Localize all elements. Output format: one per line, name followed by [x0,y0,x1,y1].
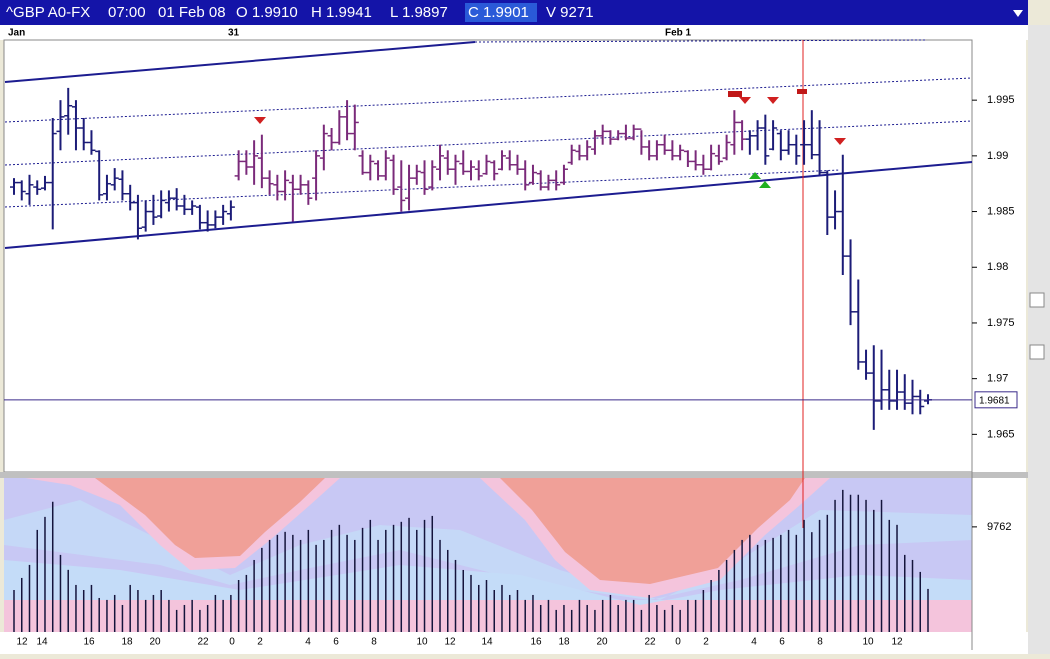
last-price-label: 1.9681 [979,395,1010,406]
date-label: Feb 1 [665,28,692,39]
x-tick-label: 8 [371,637,377,648]
x-tick-label: 8 [817,637,823,648]
y-tick-label: 1.995 [987,94,1015,106]
header-text: ^GBP A0-FX [6,4,90,21]
header-highlight [465,3,537,22]
band [95,478,325,558]
scroll-button[interactable] [1029,292,1045,308]
volume-axis [972,478,1026,632]
y-tick-label: 1.97 [987,373,1008,385]
x-tick-label: 2 [703,637,709,648]
header: ^GBP A0-FX 07:00 01 Feb 08 O 1.9910 H 1.9941… [6,3,594,22]
x-tick-label: 16 [530,637,542,648]
band [500,478,805,584]
header-text: O 1.9910 [236,4,298,21]
y-tick-label: 1.985 [987,205,1015,217]
date-strip [0,25,1028,40]
header-text: L 1.9897 [390,4,448,21]
price-panel [3,39,973,473]
splitter[interactable] [0,472,1028,478]
y-tick-label: 1.99 [987,150,1008,162]
x-tick-label: 22 [197,637,209,648]
band [4,600,972,632]
x-tick-label: 10 [862,637,874,648]
x-tick-label: 20 [596,637,608,648]
header-text: 01 Feb 08 [158,4,226,21]
x-tick-label: 6 [779,637,785,648]
trend-lines [4,39,973,249]
x-tick-label: 0 [675,637,681,648]
x-tick-label: 16 [83,637,95,648]
time-strip [0,632,1028,654]
x-tick-label: 20 [149,637,161,648]
dropdown[interactable] [1013,10,1023,17]
header-text: H 1.9941 [311,4,372,21]
plot: 1.965 1.97 1.975 1.98 1.985 1.99 1.995 9762 Jan 3… [4,28,1018,648]
x-tick-label: 14 [36,637,48,648]
date-label: 31 [228,28,240,39]
x-tick-label: 22 [644,637,656,648]
y-tick-label: 1.98 [987,261,1008,273]
signals [254,89,846,188]
x-tick-label: 2 [257,637,263,648]
header-text: V 9271 [546,4,594,21]
scroll-button[interactable] [1029,344,1045,360]
x-tick-label: 12 [444,637,456,648]
last-price-box [974,391,1018,409]
volume-tick-label: 9762 [987,521,1011,533]
y-tick-label: 1.975 [987,317,1015,329]
date-label: Jan [8,28,25,39]
header-text: C 1.9901 [468,4,529,21]
x-tick-label: 6 [333,637,339,648]
x-tick-label: 0 [229,637,235,648]
header-text: 07:00 [108,4,146,21]
scrollbar[interactable] [1028,25,1050,654]
x-tick-label: 12 [891,637,903,648]
x-tick-label: 4 [751,637,757,648]
x-tick-label: 10 [416,637,428,648]
x-tick-label: 14 [481,637,493,648]
x-tick-label: 18 [121,637,133,648]
x-tick-label: 12 [16,637,28,648]
y-tick-label: 1.965 [987,428,1015,440]
x-tick-label: 18 [558,637,570,648]
x-tick-label: 4 [305,637,311,648]
